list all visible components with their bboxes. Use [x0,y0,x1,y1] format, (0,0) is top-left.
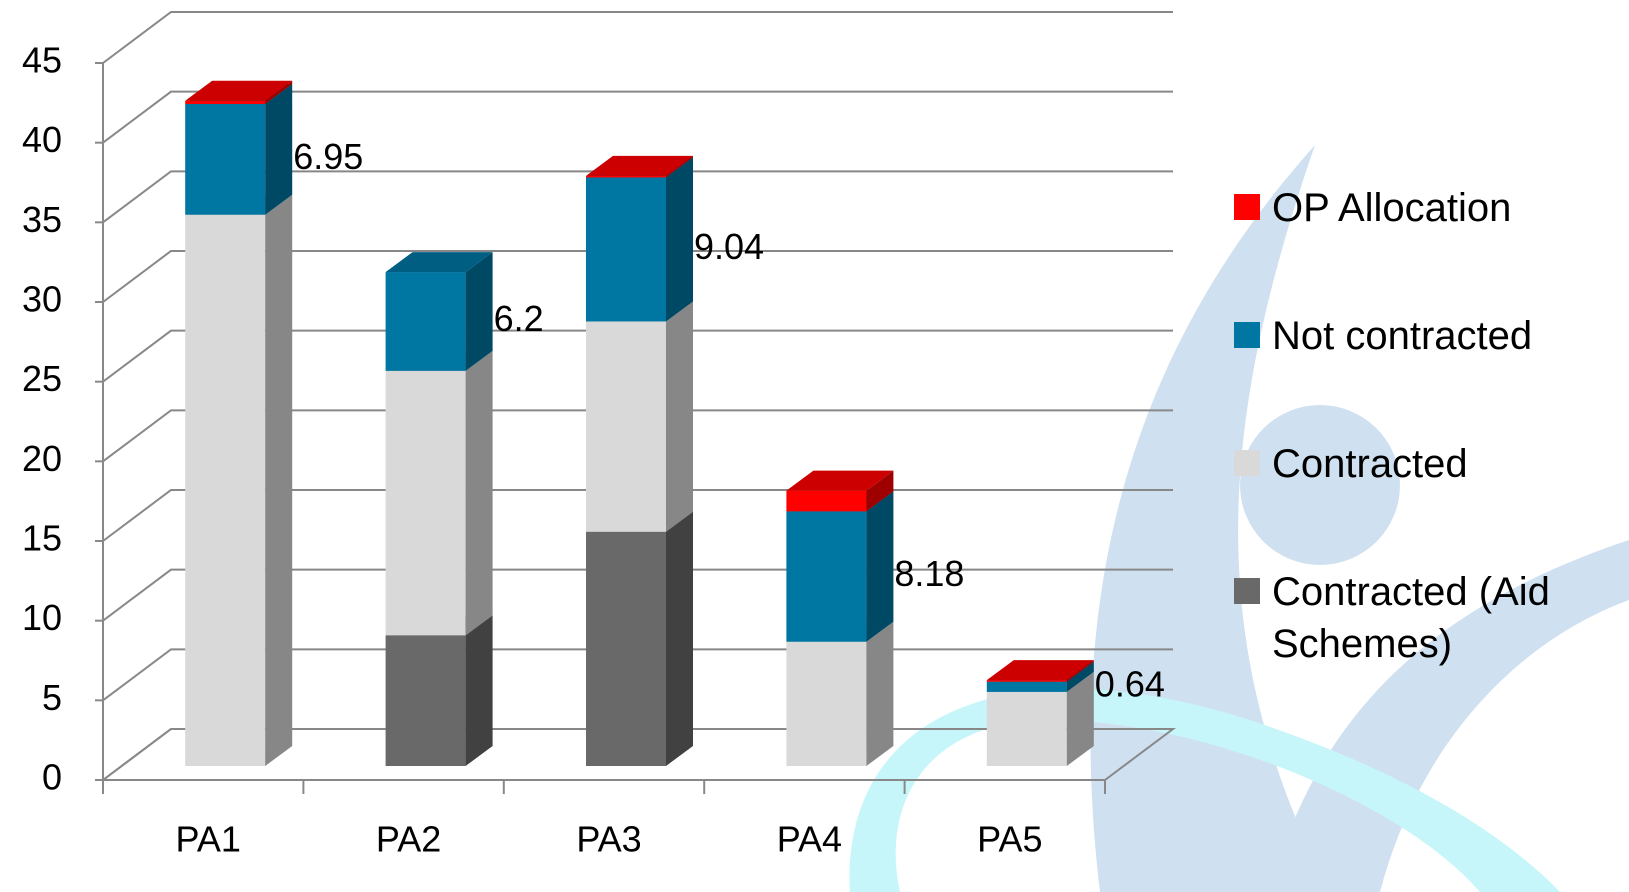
grid-line [102,90,1173,144]
value-label: 8.18 [894,553,964,594]
bar-top [385,252,493,273]
grid-line [102,170,1173,224]
bar-side [465,615,493,766]
legend-swatch [1234,322,1260,348]
y-tick-label: 5 [42,677,62,718]
bar-front [986,680,1067,682]
bar-front [586,177,666,322]
bar-top [185,80,293,101]
bar-front [385,272,466,371]
y-tick-label: 10 [22,597,62,638]
bar-side [666,157,693,322]
x-tick-label: PA1 [176,819,241,860]
bar-side [866,621,894,766]
value-label: 6.2 [494,298,544,339]
legend-swatch [1234,578,1260,604]
watermark-arc [849,688,1560,892]
legend: OP Allocation Not contracted Contracted Con… [1234,182,1614,694]
legend-swatch [1234,450,1260,476]
bar-side [866,470,894,512]
x-tick-label: PA2 [376,819,441,860]
legend-item: Contracted [1234,438,1614,566]
y-tick-label: 30 [22,279,62,320]
bar-side [666,155,693,178]
legend-item: Not contracted [1234,310,1614,438]
bar-front [586,531,666,766]
bar-side [265,80,293,104]
value-label: 0.64 [1095,663,1165,704]
grid-line [102,329,1173,383]
legend-label: Contracted (Aid Schemes) [1272,570,1550,666]
legend-swatch [1234,194,1260,220]
bar-front [185,214,266,766]
y-tick-label: 0 [42,757,62,798]
bar-front [586,321,666,532]
y-tick-label: 40 [22,119,62,160]
x-tick-label: PA4 [777,819,842,860]
watermark-circle [1240,405,1400,565]
legend-label: Contracted [1272,442,1468,486]
x-tick-label: PA3 [576,819,641,860]
bar-side [666,301,693,532]
bar-front [185,103,266,215]
legend-label: OP Allocation [1272,186,1512,230]
bar-side [265,83,293,215]
bar-front [385,370,466,636]
grid-line [102,11,1173,64]
bar-side [265,194,293,766]
bar-front [786,511,867,642]
plot-area: 0 5 10 15 20 25 30 35 40 45 PA1 6.95 PA2 6.2 PA3 9.04 PA… [22,11,1176,860]
legend-item: OP Allocation [1234,182,1614,310]
bar-front [586,175,666,178]
bar-front [986,691,1067,766]
bar-side [1066,661,1094,692]
bar-top [786,470,894,491]
bar-top [986,660,1094,681]
bar-top [586,155,693,176]
y-tick-label: 15 [22,518,62,559]
bar-side [1066,671,1094,766]
watermark [849,145,1629,892]
legend-item: Contracted (Aid Schemes) [1234,566,1614,694]
legend-label: Not contracted [1272,314,1533,358]
bar-front [385,635,466,766]
value-label: 6.95 [293,136,363,177]
bar-side [465,350,493,636]
x-tick-label: PA5 [977,819,1042,860]
bar-side [666,511,693,766]
bar-front [986,681,1067,692]
bar-front [786,641,867,766]
grid-line [102,409,1173,463]
y-tick-label: 20 [22,438,62,479]
grid-line [102,250,1173,303]
bar-side [465,252,493,371]
bar-front [786,490,867,512]
y-tick-label: 35 [22,199,62,240]
y-tick-label: 25 [22,358,62,399]
bar-front [185,100,266,104]
bar-side [866,491,894,642]
bar-side [1066,660,1094,682]
value-label: 9.04 [694,226,764,267]
watermark-swoosh [1270,540,1629,892]
y-tick-label: 45 [22,40,62,81]
